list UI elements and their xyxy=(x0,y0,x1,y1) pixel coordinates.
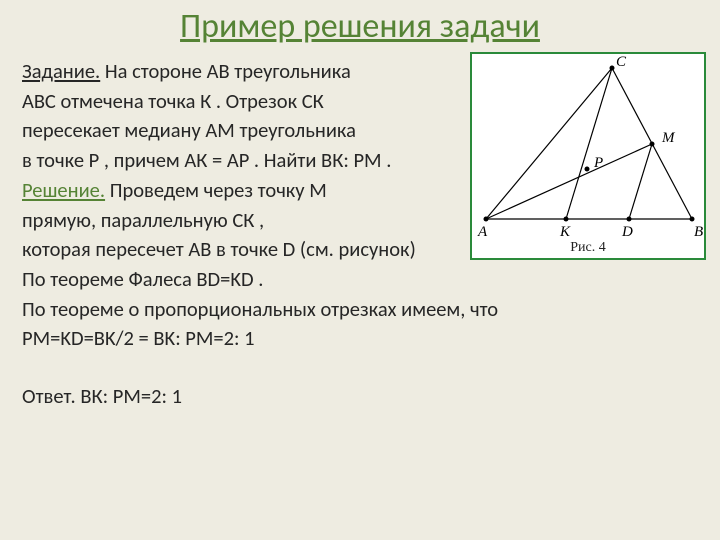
svg-text:A: A xyxy=(477,224,488,240)
text-line: PM=KD=BK/2 = BK: PM=2: 1 xyxy=(22,324,698,354)
text-line: Проведем через точку М xyxy=(105,177,327,203)
task-label: Задание. xyxy=(22,58,100,84)
svg-text:P: P xyxy=(593,155,603,171)
text-line: На стороне АВ треугольника xyxy=(100,58,351,84)
text-line: По теореме Фалеса BD=KD . xyxy=(22,265,698,295)
svg-text:M: M xyxy=(661,130,676,146)
triangle-diagram: A B C K D M P xyxy=(472,54,704,240)
text-line: По теореме о пропорциональных отрезках и… xyxy=(22,295,698,325)
svg-text:C: C xyxy=(616,54,627,70)
solution-label: Решение. xyxy=(22,177,105,203)
answer-line: Ответ. ВК: РМ=2: 1 xyxy=(22,382,698,412)
geometry-figure: A B C K D M P Рис. 4 xyxy=(470,52,706,260)
page-title: Пример решения задачи xyxy=(0,0,720,51)
svg-text:K: K xyxy=(559,224,571,240)
svg-text:B: B xyxy=(694,224,703,240)
figure-caption: Рис. 4 xyxy=(472,240,704,256)
svg-text:D: D xyxy=(621,224,633,240)
